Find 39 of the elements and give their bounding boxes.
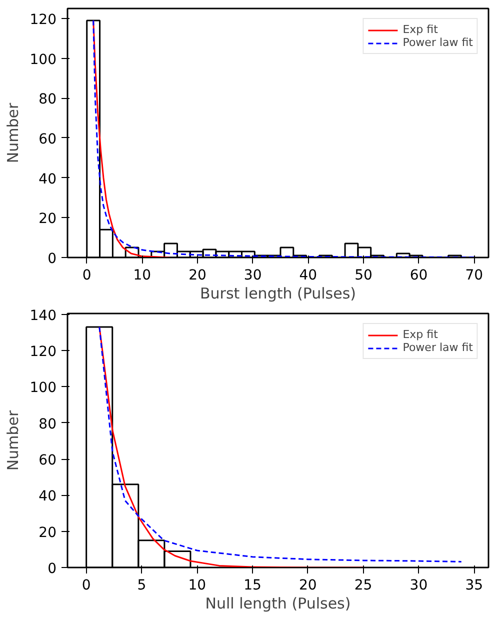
y-axis-title: Number: [4, 410, 22, 471]
y-tick-label: 80: [38, 416, 57, 432]
y-tick-label: 120: [30, 12, 57, 28]
x-tick-label: 50: [354, 268, 372, 284]
x-tick-label: 40: [299, 268, 318, 284]
y-tick-label: 100: [30, 52, 57, 68]
x-tick-label: 5: [137, 578, 146, 594]
x-tick-label: 0: [82, 268, 92, 284]
legend-label: Exp fit: [402, 23, 438, 36]
y-tick-label: 0: [48, 561, 57, 577]
x-tick-label: 30: [244, 268, 262, 284]
y-tick-label: 20: [38, 211, 57, 228]
y-tick-label: 100: [30, 380, 57, 396]
x-tick-label: 15: [244, 578, 262, 594]
y-tick-label: 120: [30, 344, 57, 360]
y-tick-label: 40: [38, 171, 57, 188]
y-tick-label: 60: [38, 131, 57, 148]
legend-label: Power law fit: [402, 36, 473, 49]
y-tick-label: 40: [38, 488, 57, 505]
legend-label: Power law fit: [402, 341, 473, 354]
y-tick-label: 80: [38, 92, 57, 108]
x-tick-label: 60: [410, 268, 428, 284]
x-tick-label: 30: [410, 578, 428, 594]
y-tick-label: 0: [48, 251, 57, 267]
y-tick-label: 60: [38, 452, 57, 469]
y-tick-label: 20: [38, 524, 57, 541]
x-tick-label: 10: [133, 268, 152, 284]
x-tick-label: 0: [82, 578, 91, 594]
x-tick-label: 20: [188, 268, 206, 284]
legend-label: Exp fit: [402, 328, 438, 341]
x-tick-label: 35: [465, 578, 484, 594]
x-tick-label: 25: [354, 578, 372, 594]
x-tick-label: 20: [299, 578, 317, 594]
y-axis-title: Number: [4, 102, 22, 164]
y-tick-label: 140: [30, 308, 57, 324]
x-axis-title: Burst length (Pulses): [200, 284, 356, 302]
x-tick-label: 10: [188, 578, 206, 594]
x-axis-title: Null length (Pulses): [205, 594, 351, 612]
x-tick-label: 70: [465, 268, 484, 284]
